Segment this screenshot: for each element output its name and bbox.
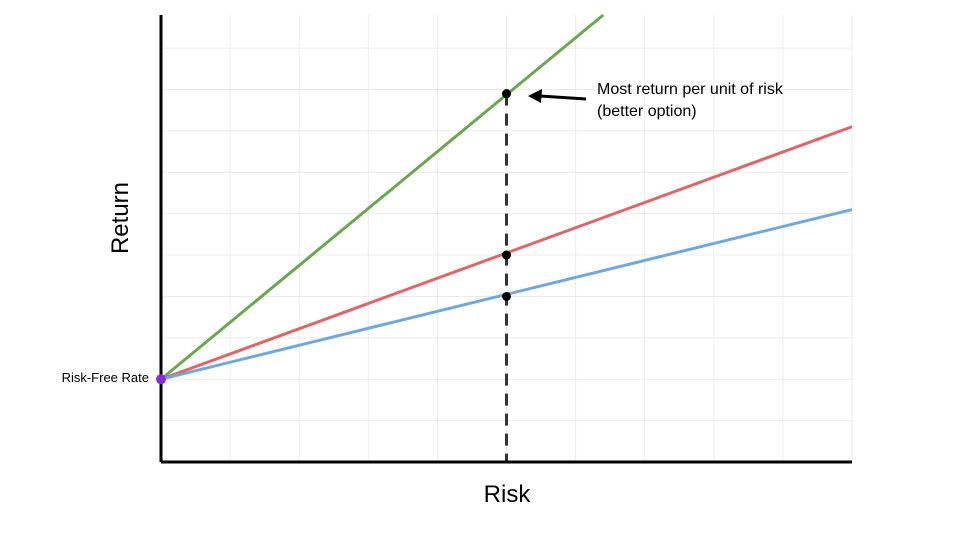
y-axis-label: Return <box>107 182 134 254</box>
data-point-2 <box>502 250 511 260</box>
annotation-arrow-shaft <box>539 94 587 101</box>
annotation: Most return per unit of risk (better opt… <box>528 81 784 120</box>
series-line-1 <box>160 13 605 381</box>
annotation-arrowhead <box>528 89 542 103</box>
data-point-3 <box>502 291 511 301</box>
annotation-line-1: Most return per unit of risk <box>597 81 784 98</box>
data-point-1 <box>502 89 511 99</box>
risk-free-rate-point <box>156 374 166 385</box>
annotation-line-2: (better option) <box>597 103 697 120</box>
risk-free-rate-label: Risk-Free Rate <box>62 370 149 385</box>
data-points <box>156 89 511 385</box>
x-axis-label: Risk <box>484 481 532 508</box>
